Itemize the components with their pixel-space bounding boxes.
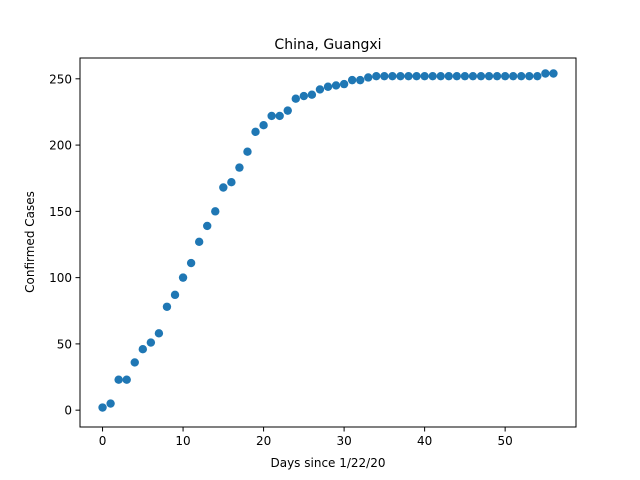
data-point <box>476 71 486 81</box>
y-tick-label: 100 <box>49 271 72 285</box>
x-tick-label: 20 <box>256 434 271 448</box>
x-tick-label: 30 <box>336 434 351 448</box>
data-point <box>275 111 284 121</box>
data-point <box>138 345 148 354</box>
data-point <box>339 79 349 89</box>
x-axis-ticks: 0 10 20 30 40 50 <box>99 427 513 448</box>
data-point <box>549 69 558 78</box>
data-point <box>420 71 429 81</box>
data-point <box>106 399 115 408</box>
data-point <box>315 85 325 94</box>
data-point <box>178 273 188 282</box>
data-points <box>98 69 558 412</box>
y-tick-label: 150 <box>49 205 72 219</box>
data-point <box>452 71 462 81</box>
data-point <box>186 258 196 268</box>
data-point <box>122 375 131 384</box>
chart-title: China, Guangxi <box>274 37 381 53</box>
data-point <box>444 71 453 81</box>
data-point <box>347 75 357 85</box>
data-point <box>154 329 164 338</box>
data-point <box>508 71 518 81</box>
data-point <box>291 94 300 103</box>
data-point <box>203 221 212 231</box>
data-point <box>372 71 381 81</box>
y-axis-label: Confirmed Cases <box>23 191 37 293</box>
data-point <box>404 71 413 81</box>
data-point <box>162 302 172 311</box>
data-point <box>323 82 333 91</box>
data-point <box>468 71 478 81</box>
data-point <box>219 183 228 192</box>
data-point <box>525 71 534 81</box>
data-point <box>283 106 292 115</box>
y-axis-ticks: 0 50 100 150 200 250 <box>49 72 80 418</box>
data-point <box>380 71 389 81</box>
data-point <box>364 73 373 82</box>
x-tick-label: 0 <box>99 434 107 448</box>
data-point <box>243 147 252 156</box>
data-point <box>307 90 317 99</box>
data-point <box>170 290 180 300</box>
data-point <box>235 163 244 172</box>
data-point <box>251 127 260 137</box>
data-point <box>428 71 437 81</box>
data-point <box>130 358 139 367</box>
data-point <box>492 71 502 81</box>
data-point <box>299 91 309 101</box>
data-point <box>412 71 421 81</box>
data-point <box>98 403 107 412</box>
y-tick-label: 0 <box>64 404 72 418</box>
x-tick-label: 40 <box>417 434 432 448</box>
data-point <box>356 75 365 85</box>
data-point <box>146 338 156 347</box>
data-point <box>396 71 405 81</box>
data-point <box>388 71 397 81</box>
y-tick-label: 250 <box>49 72 72 86</box>
data-point <box>259 121 268 130</box>
plot-area-frame <box>79 57 577 428</box>
data-point <box>500 71 510 81</box>
data-point <box>533 71 542 81</box>
y-tick-label: 50 <box>57 337 72 351</box>
data-point <box>517 71 526 81</box>
data-point <box>541 69 550 78</box>
x-tick-label: 50 <box>498 434 513 448</box>
data-point <box>460 71 470 81</box>
data-point <box>114 375 123 384</box>
data-point <box>267 111 276 121</box>
data-point <box>484 71 494 81</box>
x-tick-label: 10 <box>175 434 190 448</box>
data-point <box>331 81 341 90</box>
data-point <box>227 177 236 187</box>
data-point <box>211 207 220 216</box>
y-tick-label: 200 <box>49 139 72 153</box>
x-axis-label: Days since 1/22/20 <box>270 456 385 470</box>
data-point <box>436 71 445 81</box>
data-point <box>194 237 204 247</box>
